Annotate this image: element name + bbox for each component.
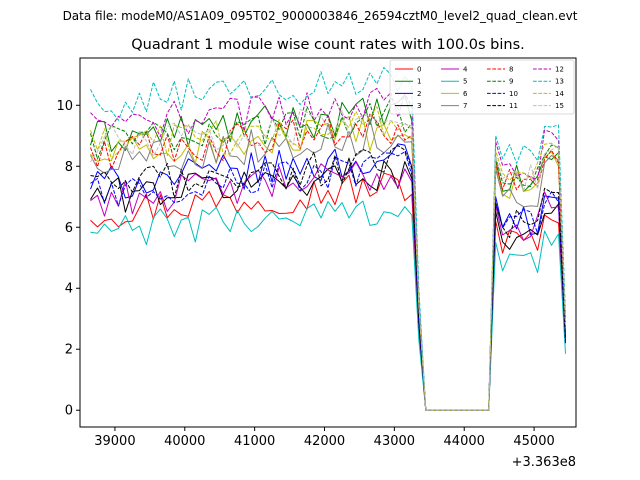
x-tick-label: 42000 — [304, 434, 345, 449]
legend-label-1: 1 — [417, 78, 421, 86]
legend-label-6: 6 — [463, 90, 468, 98]
legend-label-13: 13 — [555, 78, 564, 86]
legend-label-3: 3 — [417, 102, 421, 110]
chart-title: Quadrant 1 module wise count rates with … — [131, 37, 525, 53]
legend-label-9: 9 — [509, 78, 513, 86]
y-tick-label: 6 — [65, 221, 73, 236]
legend-label-10: 10 — [509, 90, 518, 98]
legend-label-15: 15 — [555, 102, 564, 110]
legend-label-14: 14 — [555, 90, 564, 98]
legend-label-4: 4 — [463, 66, 468, 74]
y-tick-label: 0 — [65, 404, 73, 419]
series-line-12 — [90, 87, 566, 411]
y-tick-label: 4 — [65, 282, 73, 297]
x-tick-label: 43000 — [374, 434, 415, 449]
axes-frame — [79, 57, 577, 428]
x-tick-label: 40000 — [164, 434, 205, 449]
y-tick-label: 10 — [56, 99, 73, 114]
y-tick-label: 2 — [65, 343, 73, 358]
legend-label-12: 12 — [555, 66, 564, 74]
plot-area — [79, 57, 577, 428]
legend-label-0: 0 — [417, 66, 421, 74]
series-group — [90, 67, 566, 411]
legend-label-7: 7 — [463, 102, 467, 110]
x-tick-label: 44000 — [444, 434, 485, 449]
x-offset-label: +3.363e8 — [512, 455, 576, 470]
x-tick-label: 45000 — [513, 434, 554, 449]
x-tick-label: 39000 — [94, 434, 135, 449]
x-tick-label: 41000 — [234, 434, 275, 449]
series-line-13 — [90, 67, 566, 411]
x-axis: 39000 40000 41000 42000 43000 44000 45000 — [94, 427, 555, 449]
y-tick-label: 8 — [65, 160, 73, 175]
legend-label-5: 5 — [463, 78, 467, 86]
y-axis: 0 2 4 6 8 10 — [56, 99, 80, 419]
legend-label-8: 8 — [509, 66, 513, 74]
series-line-9 — [90, 97, 566, 411]
legend-box — [389, 59, 575, 115]
series-line-15 — [90, 108, 566, 411]
legend-label-2: 2 — [417, 90, 421, 98]
legend-label-11: 11 — [509, 102, 518, 110]
chart-suptitle: Data file: modeM0/AS1A09_095T02_90000038… — [63, 9, 578, 23]
